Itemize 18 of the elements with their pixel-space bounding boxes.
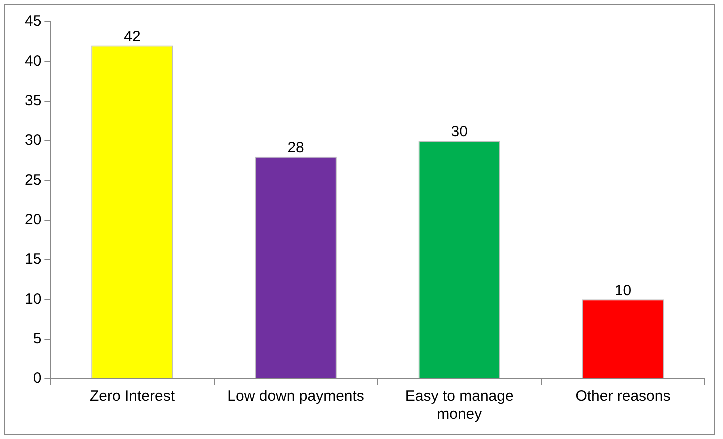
data-label: 42 — [124, 28, 141, 46]
x-tick-label: Other reasons — [576, 388, 671, 406]
y-tick-label: 5 — [33, 330, 42, 348]
data-label: 28 — [288, 140, 304, 157]
y-tick-label: 20 — [24, 211, 42, 228]
y-tick-label: 30 — [24, 132, 42, 150]
data-label: 10 — [614, 282, 632, 300]
y-tick-label: 35 — [24, 92, 42, 110]
x-tick-label: Easy to manage money — [405, 388, 514, 424]
y-tick-label: 15 — [24, 251, 42, 268]
y-tick-label: 10 — [24, 290, 42, 308]
y-tick-label: 40 — [24, 52, 42, 70]
y-tick-label: 0 — [33, 370, 42, 388]
x-tick-label: Low down payments — [228, 388, 364, 406]
y-tick-label: 45 — [24, 13, 42, 30]
data-label: 30 — [451, 124, 468, 141]
x-tick-label: Zero Interest — [90, 388, 176, 406]
y-tick-label: 25 — [24, 172, 42, 189]
